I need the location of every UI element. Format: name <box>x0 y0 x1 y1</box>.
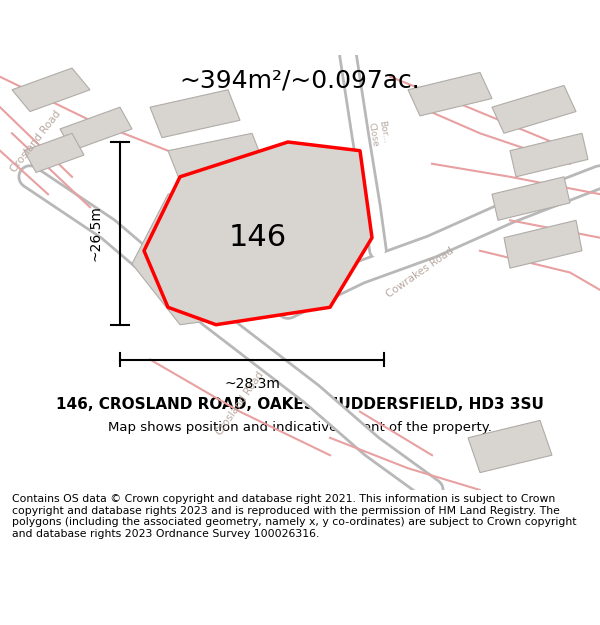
Text: Contains OS data © Crown copyright and database right 2021. This information is : Contains OS data © Crown copyright and d… <box>12 494 577 539</box>
Polygon shape <box>492 177 570 220</box>
Polygon shape <box>408 72 492 116</box>
Text: ~28.3m: ~28.3m <box>224 377 280 391</box>
Text: ~26.5m: ~26.5m <box>88 206 102 261</box>
Text: 146: 146 <box>228 222 286 252</box>
Polygon shape <box>12 68 90 111</box>
Polygon shape <box>504 220 582 268</box>
Text: Map shows position and indicative extent of the property.: Map shows position and indicative extent… <box>108 421 492 434</box>
Text: Cowrakes Road: Cowrakes Road <box>385 246 455 299</box>
Text: 146, CROSLAND ROAD, OAKES, HUDDERSFIELD, HD3 3SU: 146, CROSLAND ROAD, OAKES, HUDDERSFIELD,… <box>56 396 544 411</box>
Polygon shape <box>150 90 240 138</box>
Text: ~394m²/~0.097ac.: ~394m²/~0.097ac. <box>179 68 421 92</box>
Polygon shape <box>168 133 264 181</box>
Polygon shape <box>24 133 84 172</box>
Polygon shape <box>510 133 588 177</box>
Text: Crosland Road: Crosland Road <box>9 109 63 175</box>
Polygon shape <box>468 421 552 472</box>
Polygon shape <box>60 107 132 151</box>
Polygon shape <box>144 142 372 325</box>
Text: Crosland Road: Crosland Road <box>214 369 266 437</box>
Polygon shape <box>492 86 576 133</box>
Text: Bor...
Close: Bor... Close <box>367 119 389 147</box>
Polygon shape <box>132 164 348 325</box>
